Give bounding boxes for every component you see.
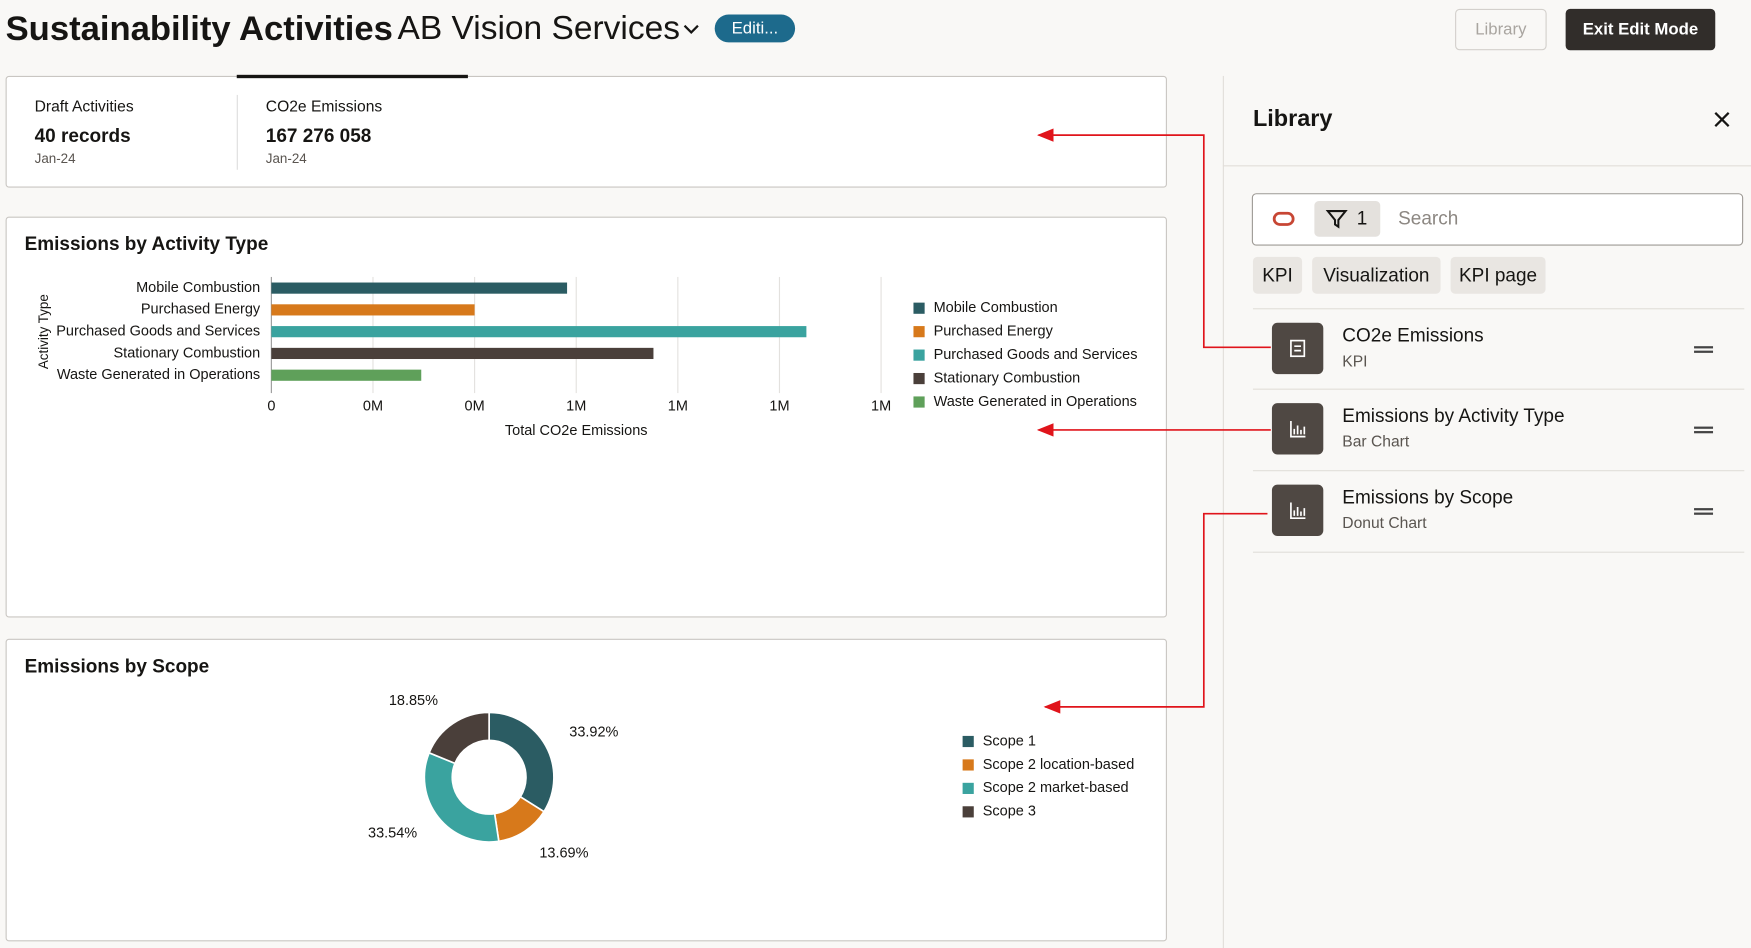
exit-edit-button[interactable]: Exit Edit Mode — [1565, 8, 1716, 51]
chart-title: Emissions by Activity Type — [24, 233, 269, 255]
legend-label: Scope 2 location-based — [983, 757, 1135, 773]
legend-swatch — [913, 372, 925, 385]
kpi-label[interactable]: Draft Activities — [34, 97, 134, 116]
library-button[interactable]: Library — [1455, 8, 1547, 51]
y-tick-label: Waste Generated in Operations — [57, 367, 260, 383]
kpi-glyph — [1290, 339, 1306, 358]
bar — [271, 282, 568, 294]
kpi-period: Jan-24 — [34, 150, 76, 167]
x-tick-label: 1M — [871, 398, 891, 414]
x-tick-label: 0 — [267, 398, 275, 414]
page-title: Sustainability Activities — [5, 8, 393, 49]
filter-count: 1 — [1356, 207, 1368, 229]
chevron[interactable] — [682, 22, 700, 35]
kpi-card — [5, 75, 1167, 188]
y-tick-label: Purchased Goods and Services — [56, 323, 260, 339]
legend-label: Mobile Combustion — [934, 300, 1058, 316]
filter-chip[interactable]: KPI page — [1450, 256, 1546, 294]
x-tick-label: 0M — [465, 398, 485, 414]
legend-label: Waste Generated in Operations — [934, 394, 1137, 410]
legend-label: Stationary Combustion — [934, 370, 1081, 386]
library-item[interactable]: Emissions by Activity Type Bar Chart — [1252, 388, 1745, 471]
x-axis-label: Total CO2e Emissions — [505, 423, 648, 439]
bar — [271, 369, 422, 381]
filter-chip[interactable]: KPI — [1252, 256, 1303, 294]
item-title: Emissions by Scope — [1342, 486, 1514, 509]
legend-swatch — [962, 782, 974, 794]
y-tick-label: Purchased Energy — [141, 302, 261, 318]
kpi-value: 40 records — [34, 125, 131, 147]
y-tick-label: Mobile Combustion — [136, 280, 260, 296]
drag-handle[interactable] — [1694, 426, 1714, 434]
donut-slice — [488, 711, 555, 813]
x-tick-label: 0M — [363, 398, 383, 414]
divider — [1222, 165, 1751, 167]
filter-chip[interactable]: Visualization — [1312, 256, 1441, 294]
org-selector[interactable]: AB Vision Services — [397, 10, 680, 47]
legend-swatch — [962, 735, 974, 748]
bar — [271, 304, 475, 316]
data-label: 33.92% — [569, 725, 618, 741]
item-subtitle: Donut Chart — [1342, 513, 1427, 532]
chart-title: Emissions by Scope — [24, 655, 210, 677]
legend-swatch — [913, 349, 925, 361]
legend-label: Purchased Energy — [934, 323, 1054, 339]
bar — [271, 326, 807, 338]
x-tick-label: 1M — [769, 398, 789, 414]
bar-chart-card — [5, 216, 1167, 618]
donut-slice — [428, 711, 490, 765]
legend-swatch — [913, 326, 925, 338]
donut-slice — [423, 751, 500, 843]
data-label: 33.54% — [368, 826, 417, 842]
oracle-icon — [1272, 211, 1295, 226]
y-axis-label: Activity Type — [36, 294, 51, 369]
data-label: 13.69% — [539, 846, 588, 862]
legend-label: Purchased Goods and Services — [934, 347, 1138, 363]
filter-icon — [1325, 210, 1348, 229]
legend-swatch — [913, 396, 925, 408]
legend-swatch — [962, 806, 974, 818]
legend-swatch — [913, 302, 925, 314]
drag-handle[interactable] — [1694, 508, 1714, 515]
x-tick-label: 1M — [668, 398, 688, 414]
kpi-value: 167 276 058 — [265, 125, 372, 147]
item-icon — [1271, 403, 1324, 455]
x-tick-label: 1M — [566, 398, 586, 414]
drag-handle[interactable] — [1694, 346, 1714, 353]
item-title: Emissions by Activity Type — [1342, 405, 1565, 427]
item-icon — [1271, 322, 1324, 375]
data-label: 18.85% — [389, 693, 438, 709]
item-icon — [1271, 484, 1324, 537]
tab-separator — [236, 94, 238, 170]
close-button[interactable] — [1714, 111, 1730, 128]
y-tick-label: Stationary Combustion — [114, 345, 261, 361]
chart-glyph — [1290, 420, 1306, 438]
filter-chip[interactable] — [1314, 201, 1381, 237]
active-tab-indicator — [236, 74, 468, 79]
library-item[interactable]: CO2e Emissions KPI — [1252, 308, 1745, 390]
item-subtitle: Bar Chart — [1342, 432, 1410, 451]
kpi-period: Jan-24 — [265, 150, 307, 167]
legend-label: Scope 3 — [983, 804, 1036, 820]
legend-swatch — [962, 759, 974, 771]
legend-label: Scope 2 market-based — [983, 780, 1129, 796]
legend-label: Scope 1 — [983, 733, 1036, 749]
item-title: CO2e Emissions — [1342, 324, 1484, 347]
search-placeholder[interactable]: Search — [1398, 207, 1459, 229]
edit-badge[interactable]: Editi... — [714, 14, 796, 43]
library-title: Library — [1252, 106, 1333, 132]
chart-glyph — [1290, 502, 1306, 519]
bar — [271, 347, 654, 360]
library-item[interactable]: Emissions by Scope Donut Chart — [1252, 470, 1745, 553]
item-subtitle: KPI — [1342, 351, 1368, 370]
kpi-label[interactable]: CO2e Emissions — [265, 97, 383, 116]
